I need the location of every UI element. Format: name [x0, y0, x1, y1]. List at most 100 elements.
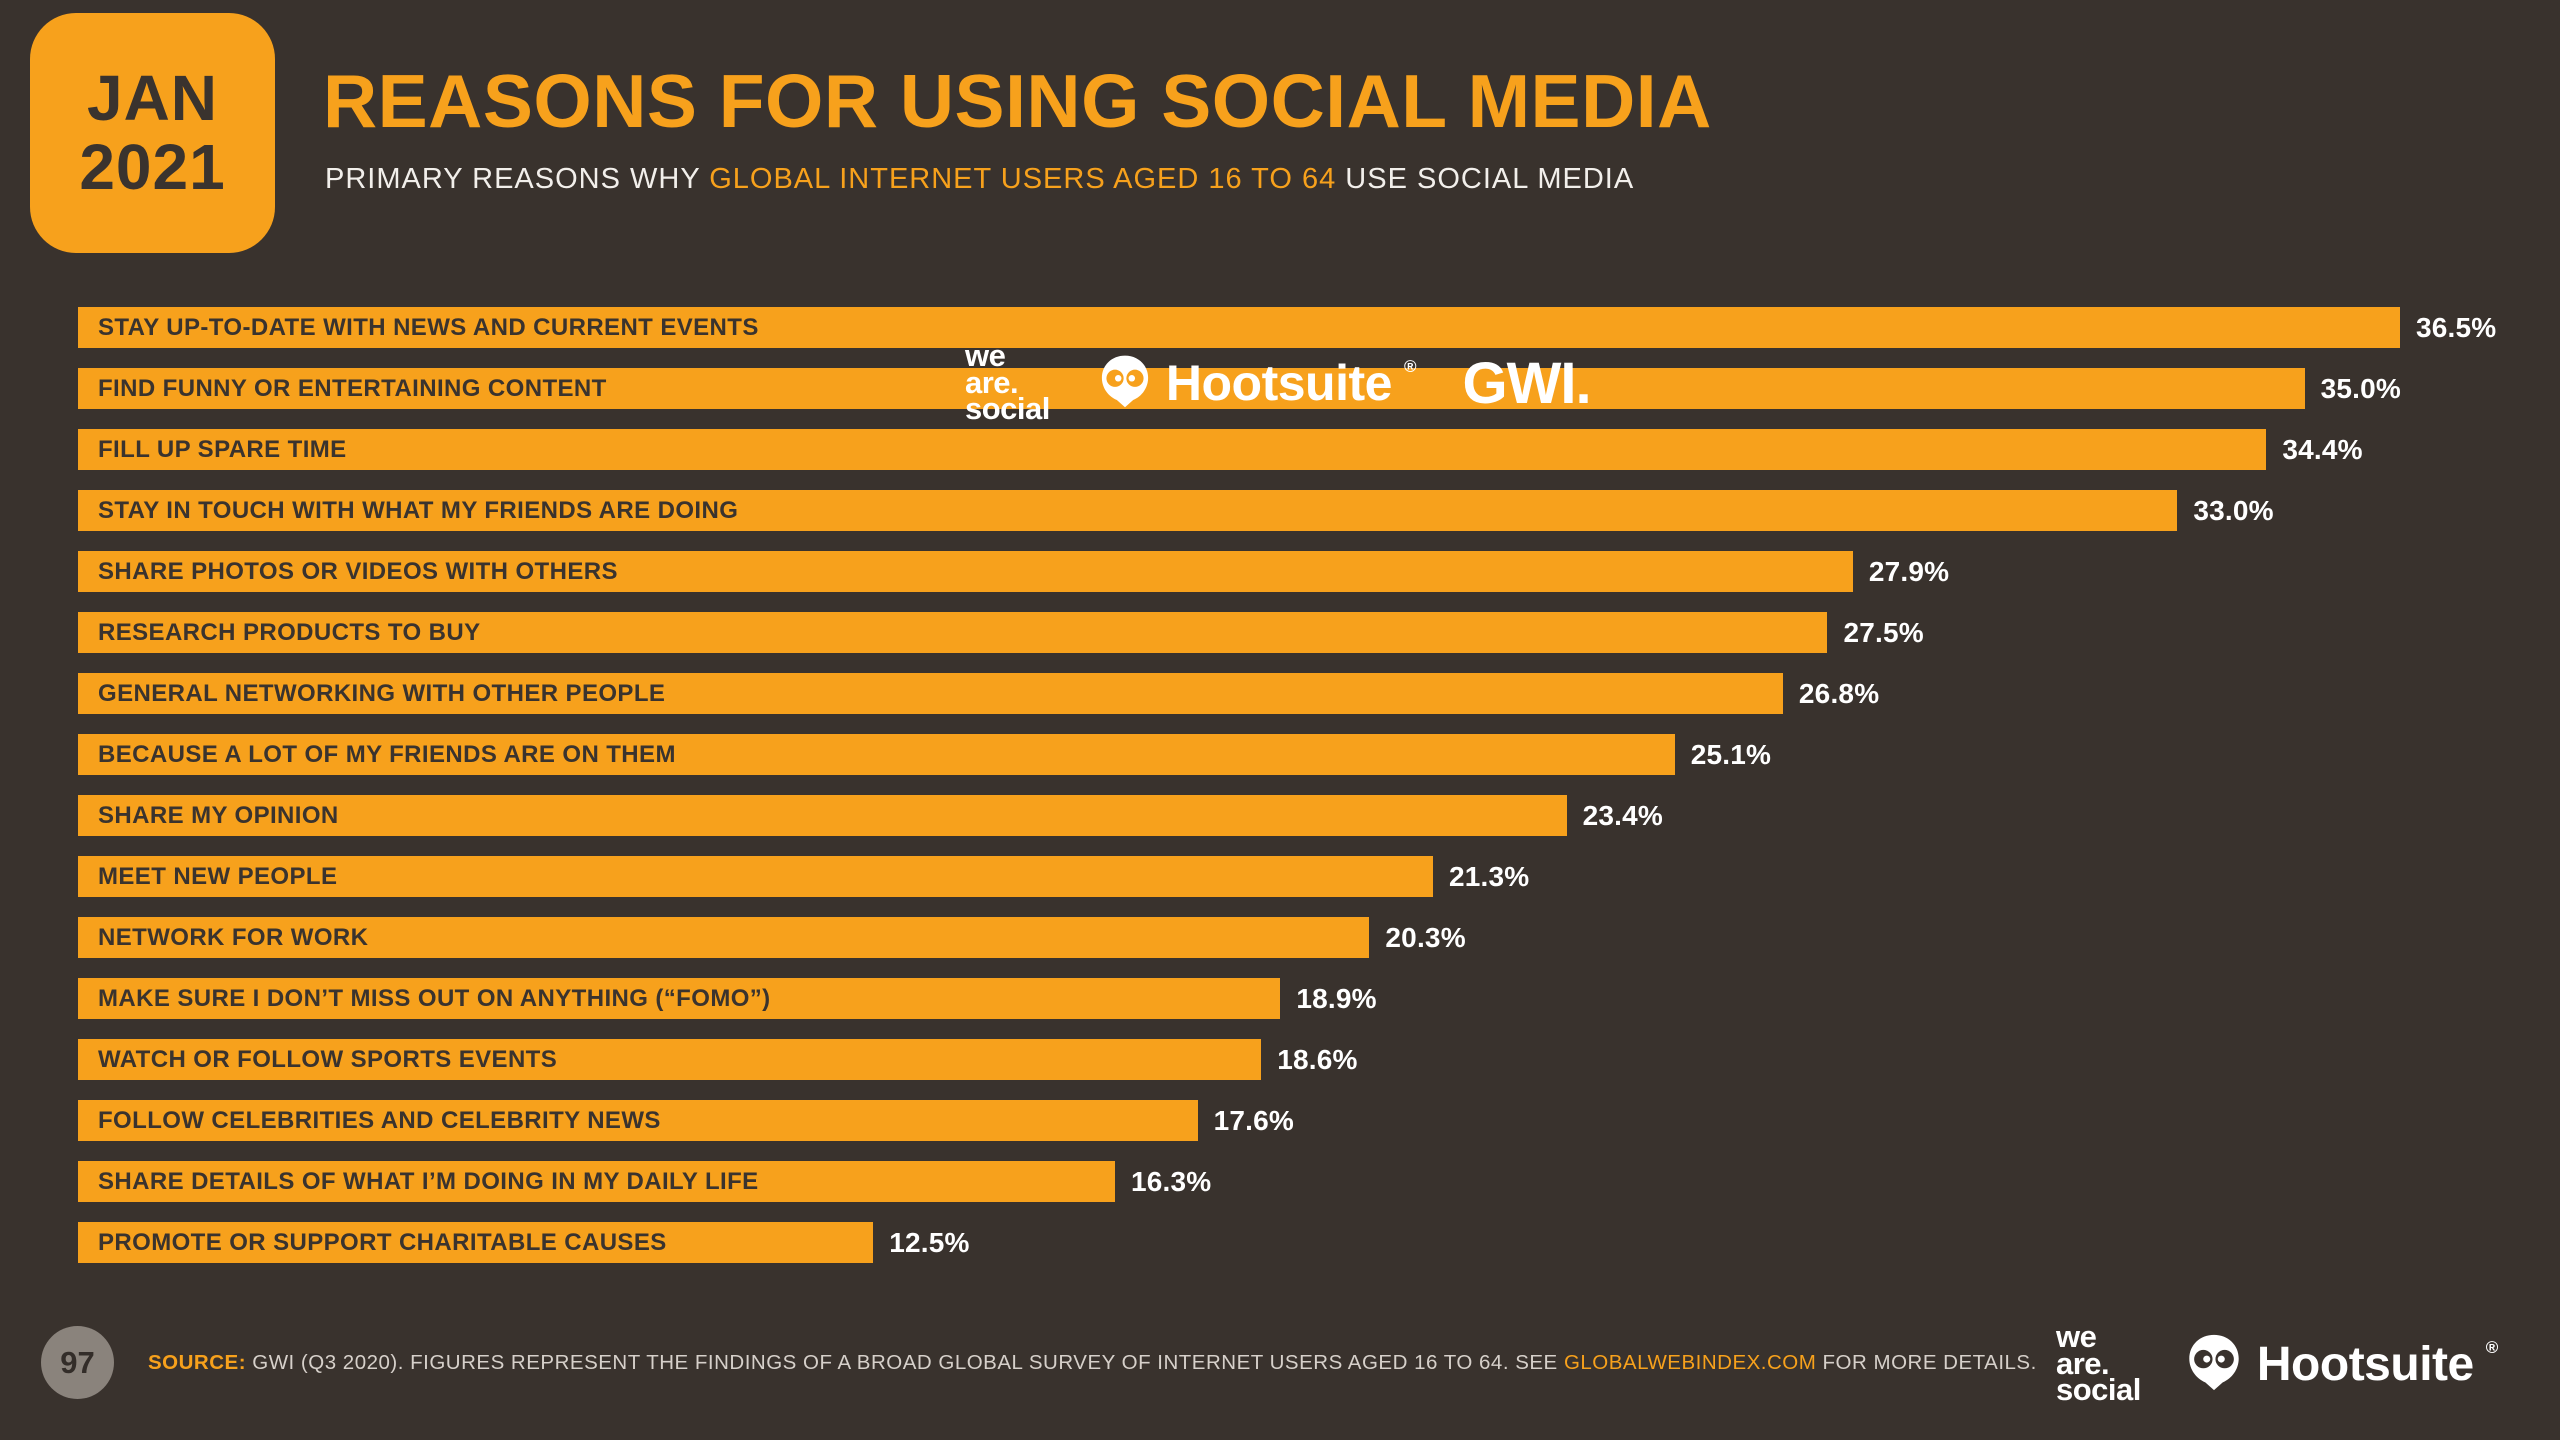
- bar: STAY IN TOUCH WITH WHAT MY FRIENDS ARE D…: [78, 490, 2178, 531]
- we-are-social-line-3: social: [2056, 1372, 2141, 1408]
- hootsuite-logo: Hootsuite ®: [1096, 352, 1417, 415]
- subtitle-text-before: PRIMARY REASONS WHY: [325, 163, 710, 195]
- bar-row: PROMOTE OR SUPPORT CHARITABLE CAUSES 12.5…: [78, 1222, 2400, 1263]
- bar-category-label: PROMOTE OR SUPPORT CHARITABLE CAUSES: [98, 1228, 667, 1256]
- bar-row: MEET NEW PEOPLE 21.3%: [78, 856, 2400, 897]
- bar-row: SHARE MY OPINION 23.4%: [78, 795, 2400, 836]
- bar-chart: STAY UP-TO-DATE WITH NEWS AND CURRENT EV…: [78, 307, 2496, 1283]
- we-are-social-line-1: we: [965, 338, 1006, 374]
- bar-category-label: STAY IN TOUCH WITH WHAT MY FRIENDS ARE D…: [98, 496, 739, 524]
- bar: STAY UP-TO-DATE WITH NEWS AND CURRENT EV…: [78, 307, 2400, 348]
- bar-value-label: 17.6%: [1213, 1104, 1295, 1136]
- bar-value-label: 16.3%: [1130, 1165, 1212, 1197]
- page-number: 97: [60, 1344, 95, 1380]
- bar-row: STAY IN TOUCH WITH WHAT MY FRIENDS ARE D…: [78, 490, 2400, 531]
- bar: FOLLOW CELEBRITIES AND CELEBRITY NEWS: [78, 1100, 1198, 1141]
- bar-row: FIND FUNNY OR ENTERTAINING CONTENT 35.0%: [78, 368, 2401, 409]
- bar-category-label: MAKE SURE I DON’T MISS OUT ON ANYTHING (…: [98, 984, 771, 1012]
- footer-logos: we are. social: [2056, 1312, 2498, 1416]
- we-are-social-line-3: social: [965, 391, 1050, 427]
- source-text-1: GWI (Q3 2020). FIGURES REPRESENT THE FIN…: [246, 1351, 1564, 1374]
- bar-row: FILL UP SPARE TIME 34.4%: [78, 429, 2400, 470]
- bar-value-label: 33.0%: [2193, 494, 2274, 526]
- bar-value-label: 12.5%: [889, 1226, 970, 1258]
- we-are-social-line-2: are.: [2056, 1345, 2110, 1381]
- bar-value-label: 35.0%: [2320, 372, 2401, 404]
- bar-category-label: FIND FUNNY OR ENTERTAINING CONTENT: [98, 374, 607, 402]
- date-badge: JAN 2021: [30, 13, 275, 253]
- source-note: SOURCE: GWI (Q3 2020). FIGURES REPRESENT…: [148, 1351, 2037, 1375]
- gwi-logo: GWI.: [1462, 350, 1591, 416]
- hootsuite-owl-icon: [1096, 352, 1154, 415]
- bar: SHARE DETAILS OF WHAT I’M DOING IN MY DA…: [78, 1161, 1115, 1202]
- bar-value-label: 36.5%: [2416, 311, 2497, 343]
- we-are-social-line-2: are.: [965, 364, 1019, 400]
- bar-row: SHARE DETAILS OF WHAT I’M DOING IN MY DA…: [78, 1161, 2400, 1202]
- subtitle-highlight: GLOBAL INTERNET USERS AGED 16 TO 64: [709, 163, 1337, 195]
- bar: FILL UP SPARE TIME: [78, 429, 2267, 470]
- bar: GENERAL NETWORKING WITH OTHER PEOPLE: [78, 673, 1783, 714]
- bar-category-label: RESEARCH PRODUCTS TO BUY: [98, 618, 481, 646]
- page-number-badge: 97: [41, 1326, 114, 1399]
- bar: NETWORK FOR WORK: [78, 917, 1370, 958]
- page-subtitle: PRIMARY REASONS WHY GLOBAL INTERNET USER…: [325, 163, 1634, 196]
- bar-category-label: FILL UP SPARE TIME: [98, 435, 347, 463]
- bar-row: BECAUSE A LOT OF MY FRIENDS ARE ON THEM 2…: [78, 734, 2400, 775]
- bar-category-label: BECAUSE A LOT OF MY FRIENDS ARE ON THEM: [98, 740, 676, 768]
- subtitle-text-after: USE SOCIAL MEDIA: [1336, 163, 1635, 195]
- registered-mark: ®: [1403, 357, 1417, 376]
- watermark-logos: we are. social: [965, 338, 1592, 428]
- date-year: 2021: [79, 131, 226, 203]
- page-title: REASONS FOR USING SOCIAL MEDIA: [323, 59, 1712, 143]
- bar-row: SHARE PHOTOS OR VIDEOS WITH OTHERS 27.9%: [78, 551, 2400, 592]
- hootsuite-owl-icon: [2183, 1331, 2245, 1398]
- bar-value-label: 21.3%: [1449, 860, 1530, 892]
- date-month: JAN: [86, 61, 219, 134]
- bar-category-label: MEET NEW PEOPLE: [98, 862, 338, 890]
- we-are-social-footer-logo: we are. social: [2056, 1319, 2141, 1408]
- bar-value-label: 27.5%: [1843, 616, 1924, 648]
- bar-row: RESEARCH PRODUCTS TO BUY 27.5%: [78, 612, 2400, 653]
- bar-row: GENERAL NETWORKING WITH OTHER PEOPLE 26.8…: [78, 673, 2400, 714]
- bar: MEET NEW PEOPLE: [78, 856, 1434, 897]
- hootsuite-wordmark: Hootsuite: [2256, 1337, 2474, 1391]
- bar: FIND FUNNY OR ENTERTAINING CONTENT: [78, 368, 2305, 409]
- we-are-social-logo: we are. social: [965, 338, 1050, 427]
- registered-mark: ®: [2485, 1338, 2499, 1357]
- bar-category-label: SHARE DETAILS OF WHAT I’M DOING IN MY DA…: [98, 1167, 759, 1195]
- source-label: SOURCE:: [148, 1351, 247, 1374]
- bar-category-label: STAY UP-TO-DATE WITH NEWS AND CURRENT EV…: [98, 313, 759, 341]
- bar: WATCH OR FOLLOW SPORTS EVENTS: [78, 1039, 1262, 1080]
- bar-category-label: NETWORK FOR WORK: [98, 923, 369, 951]
- bar-value-label: 26.8%: [1798, 677, 1880, 709]
- bar: RESEARCH PRODUCTS TO BUY: [78, 612, 1828, 653]
- bar-value-label: 18.9%: [1296, 982, 1377, 1014]
- bar: PROMOTE OR SUPPORT CHARITABLE CAUSES: [78, 1222, 874, 1263]
- hootsuite-wordmark: Hootsuite: [1165, 355, 1393, 411]
- bar-category-label: SHARE PHOTOS OR VIDEOS WITH OTHERS: [98, 557, 618, 585]
- hootsuite-footer-logo: Hootsuite ®: [2183, 1331, 2498, 1398]
- source-text-2: FOR MORE DETAILS.: [1816, 1351, 2037, 1374]
- bar-category-label: GENERAL NETWORKING WITH OTHER PEOPLE: [98, 679, 666, 707]
- bar-value-label: 27.9%: [1868, 555, 1950, 587]
- bar: SHARE PHOTOS OR VIDEOS WITH OTHERS: [78, 551, 1853, 592]
- bar-row: NETWORK FOR WORK 20.3%: [78, 917, 2400, 958]
- bar: MAKE SURE I DON’T MISS OUT ON ANYTHING (…: [78, 978, 1281, 1019]
- we-are-social-line-1: we: [2056, 1319, 2097, 1355]
- bar-value-label: 18.6%: [1277, 1043, 1358, 1075]
- bar-value-label: 34.4%: [2282, 433, 2363, 465]
- bar-category-label: WATCH OR FOLLOW SPORTS EVENTS: [98, 1045, 558, 1073]
- bar-row: WATCH OR FOLLOW SPORTS EVENTS 18.6%: [78, 1039, 2400, 1080]
- bar-row: FOLLOW CELEBRITIES AND CELEBRITY NEWS 17.…: [78, 1100, 2400, 1141]
- bar: BECAUSE A LOT OF MY FRIENDS ARE ON THEM: [78, 734, 1675, 775]
- bar: SHARE MY OPINION: [78, 795, 1567, 836]
- bar-row: STAY UP-TO-DATE WITH NEWS AND CURRENT EV…: [78, 307, 2496, 348]
- bar-row: MAKE SURE I DON’T MISS OUT ON ANYTHING (…: [78, 978, 2400, 1019]
- source-link[interactable]: GLOBALWEBINDEX.COM: [1563, 1351, 1817, 1374]
- bar-category-label: FOLLOW CELEBRITIES AND CELEBRITY NEWS: [98, 1106, 661, 1134]
- bar-value-label: 25.1%: [1690, 738, 1772, 770]
- bar-value-label: 20.3%: [1385, 921, 1466, 953]
- bar-value-label: 23.4%: [1582, 799, 1664, 831]
- bar-category-label: SHARE MY OPINION: [98, 801, 339, 829]
